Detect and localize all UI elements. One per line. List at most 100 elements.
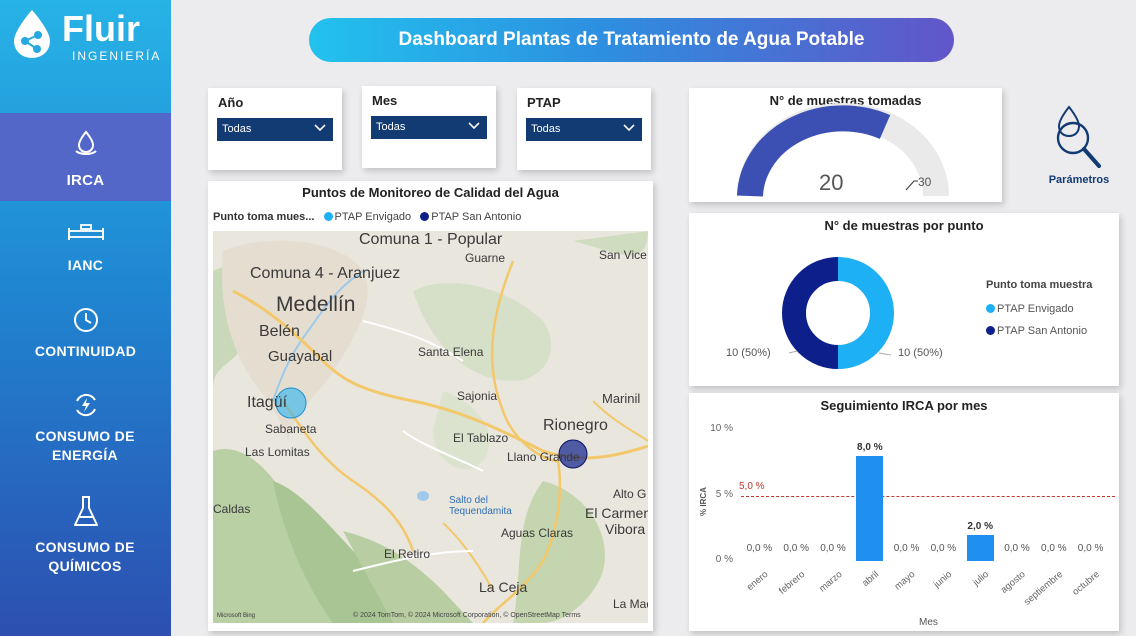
filter-mes: Mes Todas xyxy=(362,86,496,168)
map-attribution[interactable]: © 2024 TomTom, © 2024 Microsoft Corporat… xyxy=(353,612,581,619)
map-legend-san-antonio[interactable]: PTAP San Antonio xyxy=(431,211,522,223)
y-tick-label: 0 % xyxy=(715,554,733,565)
x-tick-label: mayo xyxy=(892,569,918,593)
donut-label-san-antonio: 10 (50%) xyxy=(726,347,771,359)
donut-title: N° de muestras por punto xyxy=(824,218,984,233)
map-place: Llano Grande xyxy=(507,450,580,464)
map-title: Puntos de Monitoreo de Calidad del Agua xyxy=(302,185,559,200)
filter-select-ano[interactable]: Todas xyxy=(217,118,333,141)
bar-value-label: 8,0 % xyxy=(857,442,883,454)
map-legend-title: Punto toma mues... xyxy=(213,211,315,223)
filter-label-ptap: PTAP xyxy=(527,95,561,110)
bar[interactable] xyxy=(856,456,884,561)
donut-slice xyxy=(782,257,839,369)
bar-value-label: 0,0 % xyxy=(746,543,773,554)
chevron-down-icon xyxy=(623,124,635,132)
donut-legend-envigado-label: PTAP Envigado xyxy=(997,303,1074,315)
kpi-value: 20 xyxy=(819,170,844,195)
x-tick-label: febrero xyxy=(777,569,808,597)
parametros-label: Parámetros xyxy=(1048,174,1110,186)
donut-legend-envigado[interactable]: PTAP Envigado xyxy=(986,303,1074,315)
donut-legend-san-antonio-label: PTAP San Antonio xyxy=(997,325,1088,337)
x-tick-label: septiembre xyxy=(1021,569,1065,608)
chart-ylabel: % IRCA xyxy=(698,487,708,516)
map-place: El Retiro xyxy=(384,547,431,561)
map-place: Sabaneta xyxy=(265,422,317,436)
donut-card: N° de muestras por punto 10 (50%) 10 (50… xyxy=(689,213,1119,386)
x-tick-label: enero xyxy=(744,569,771,594)
kpi-card: N° de muestras tomadas 20 30 xyxy=(689,88,1002,202)
map-canvas[interactable]: Comuna 1 - Popular Guarne San Vice Comun… xyxy=(213,231,648,623)
flask-icon xyxy=(73,496,98,526)
legend-dot-san-antonio xyxy=(986,326,995,335)
y-tick-label: 10 % xyxy=(710,423,733,434)
sidebar: Fluir INGENIERÍA IRCA IANC CONTINUIDAD xyxy=(0,0,171,636)
map-place: Alto G xyxy=(613,487,647,501)
dashboard-title: Dashboard Plantas de Tratamiento de Agua… xyxy=(309,18,954,62)
bar-value-label: 0,0 % xyxy=(893,543,920,554)
brand-subtitle: INGENIERÍA xyxy=(72,49,162,63)
legend-dot-san-antonio xyxy=(420,212,430,221)
map-place: La Made xyxy=(613,597,648,611)
map-card: Puntos de Monitoreo de Calidad del Agua … xyxy=(208,181,653,631)
nav-label-consumo-quimicos: CONSUMO DE QUÍMICOS xyxy=(35,539,135,574)
donut-leader-line xyxy=(788,350,798,354)
donut-label-envigado: 10 (50%) xyxy=(898,347,943,359)
nav-item-continuidad[interactable]: CONTINUIDAD xyxy=(0,306,171,368)
kpi-title: N° de muestras tomadas xyxy=(769,93,922,108)
nav-label-ianc: IANC xyxy=(67,257,104,273)
map-place: San Vice xyxy=(599,248,647,262)
map-point-san-antonio xyxy=(558,439,588,469)
nav-item-irca[interactable]: IRCA xyxy=(0,113,171,201)
bar-value-label: 0,0 % xyxy=(783,543,809,554)
filter-select-mes[interactable]: Todas xyxy=(371,116,487,139)
x-tick-label: junio xyxy=(932,569,955,591)
chevron-down-icon xyxy=(314,124,326,132)
map-place: Guayabal xyxy=(268,348,333,365)
irca-bar-chart: 0 % 5 % 10 % 5,0 % 0,0 % enero 0,0 % febrero 0,0… xyxy=(689,393,1119,631)
dashboard-title-text: Dashboard Plantas de Tratamiento de Agua… xyxy=(398,29,865,50)
filter-select-ptap[interactable]: Todas xyxy=(526,118,642,141)
brand-logo: Fluir INGENIERÍA xyxy=(10,6,160,64)
x-tick-label: abril xyxy=(860,569,881,589)
nav-item-consumo-energia[interactable]: CONSUMO DE ENERGÍA xyxy=(0,390,171,470)
bar-value-label: 0,0 % xyxy=(1077,543,1104,554)
legend-dot-envigado xyxy=(323,212,333,221)
x-tick-label: octubre xyxy=(1070,569,1102,598)
map-place: Sajonia xyxy=(457,389,498,403)
map-place: Comuna 1 - Popular xyxy=(359,231,503,248)
map-bing-logo: Microsoft Bing xyxy=(217,613,256,619)
filter-value-ptap: Todas xyxy=(531,123,561,135)
donut-leader-line xyxy=(878,352,892,356)
energy-refresh-icon xyxy=(75,393,96,417)
nav-item-consumo-quimicos[interactable]: CONSUMO DE QUÍMICOS xyxy=(0,494,171,584)
water-drop-hand-icon xyxy=(74,130,97,155)
kpi-max: 30 xyxy=(918,175,932,189)
clock-icon xyxy=(73,308,98,332)
map-place: Las Lomitas xyxy=(245,445,310,459)
filter-label-mes: Mes xyxy=(372,93,398,108)
filter-ptap: PTAP Todas xyxy=(517,88,651,170)
map-point-envigado xyxy=(275,387,307,419)
x-tick-label: marzo xyxy=(816,569,845,595)
map-place: Marinil xyxy=(602,391,641,406)
map-background xyxy=(213,231,648,623)
chart-xlabel: Mes xyxy=(919,617,938,628)
donut-legend-san-antonio[interactable]: PTAP San Antonio xyxy=(986,325,1087,337)
x-tick-label: agosto xyxy=(999,569,1029,596)
nav-item-ianc[interactable]: IANC xyxy=(0,222,171,282)
filter-ano: Año Todas xyxy=(208,88,342,170)
map-legend-envigado[interactable]: PTAP Envigado xyxy=(334,211,412,223)
bar-value-label: 2,0 % xyxy=(967,520,993,532)
map-place: Salto del Tequendamita xyxy=(449,495,512,517)
nav-label-irca: IRCA xyxy=(66,172,105,189)
threshold-line xyxy=(741,495,1115,497)
brand-name: Fluir xyxy=(62,8,140,49)
map-place: Belén xyxy=(259,323,300,340)
parametros-button[interactable]: Parámetros xyxy=(1036,104,1122,192)
x-tick-label: julio xyxy=(971,569,992,589)
map-place: Itagüí xyxy=(247,394,288,411)
map-place: Medellín xyxy=(276,293,356,316)
map-place: Vibora xyxy=(605,521,646,537)
bar[interactable] xyxy=(966,534,994,561)
